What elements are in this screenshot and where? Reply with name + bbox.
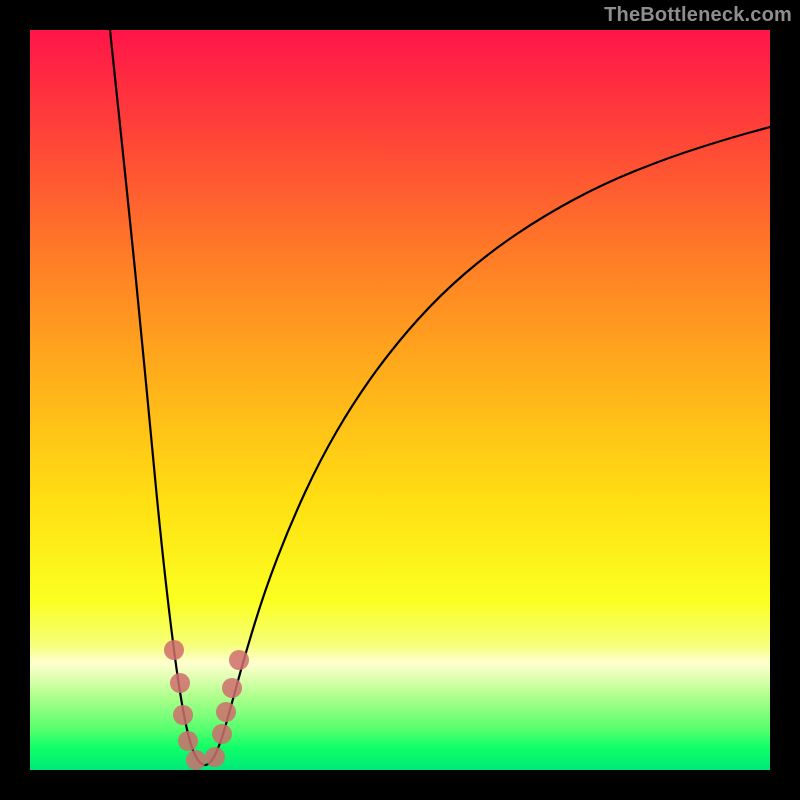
chart-area [30, 30, 770, 770]
source-watermark: TheBottleneck.com [604, 4, 792, 27]
marker-dot [212, 724, 232, 744]
marker-dot [173, 705, 193, 725]
marker-dot [178, 731, 198, 751]
marker-dot [216, 702, 236, 722]
marker-dot [186, 750, 206, 770]
marker-dot [164, 640, 184, 660]
marker-cluster [164, 640, 249, 770]
marker-dot [229, 650, 249, 670]
marker-dot [205, 747, 225, 767]
marker-dot [222, 678, 242, 698]
marker-dot [170, 673, 190, 693]
bottleneck-curve [110, 30, 770, 765]
bottleneck-curve-layer [30, 30, 770, 770]
